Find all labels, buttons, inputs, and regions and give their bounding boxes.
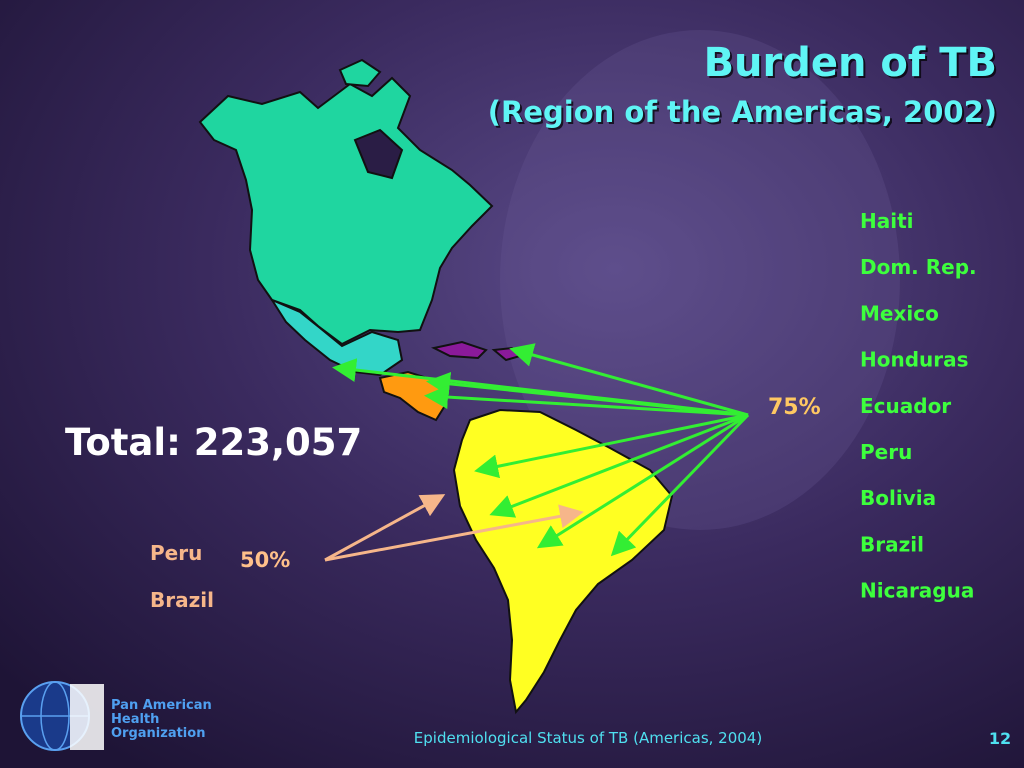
country-list-50: Peru Brazil: [150, 541, 214, 612]
map: [198, 58, 674, 715]
total: Total: 223,057: [65, 421, 362, 464]
footer-caption: Epidemiological Status of TB (Americas, …: [414, 729, 762, 747]
logo-panel: [70, 684, 104, 750]
title: Burden of TB: [704, 40, 997, 86]
subtitle: (Region of the Americas, 2002): [488, 95, 997, 129]
country: Brazil: [860, 532, 924, 556]
country-list-75: Haiti Dom. Rep. Mexico Honduras Ecuador Peru B…: [860, 209, 977, 603]
arctic-island: [338, 58, 382, 88]
percent-50: 50%: [240, 548, 290, 572]
hudson-bay: [353, 128, 404, 180]
country: Nicaragua: [860, 579, 974, 603]
country: Peru: [150, 541, 202, 565]
page-number: 12: [989, 729, 1011, 748]
country: Peru: [860, 440, 912, 464]
arrow: [324, 504, 584, 562]
north-america: [198, 76, 494, 346]
organization-line: Organization: [111, 726, 205, 741]
arrow: [424, 385, 749, 417]
country: Honduras: [860, 348, 969, 372]
country: Brazil: [150, 588, 214, 612]
country: Mexico: [860, 301, 939, 325]
mexico: [269, 297, 404, 377]
organization-line: Health: [111, 712, 159, 727]
arrow: [324, 494, 446, 562]
arrow: [474, 413, 749, 479]
country: Haiti: [860, 209, 914, 233]
arrow: [426, 371, 749, 417]
organization-line: Pan American: [111, 698, 212, 713]
arrow: [489, 413, 749, 518]
title-shadow: Burden of TB: [706, 42, 999, 88]
arrows-50: [324, 494, 584, 562]
percent-75: 75%: [768, 395, 821, 420]
subtitle-shadow: (Region of the Americas, 2002): [490, 97, 999, 131]
country: Bolivia: [860, 486, 936, 510]
country: Dom. Rep.: [860, 255, 977, 279]
country: Ecuador: [860, 394, 951, 418]
logo: [20, 681, 104, 751]
arrow: [610, 413, 750, 557]
cuba: [431, 340, 488, 360]
arrow: [509, 343, 749, 417]
